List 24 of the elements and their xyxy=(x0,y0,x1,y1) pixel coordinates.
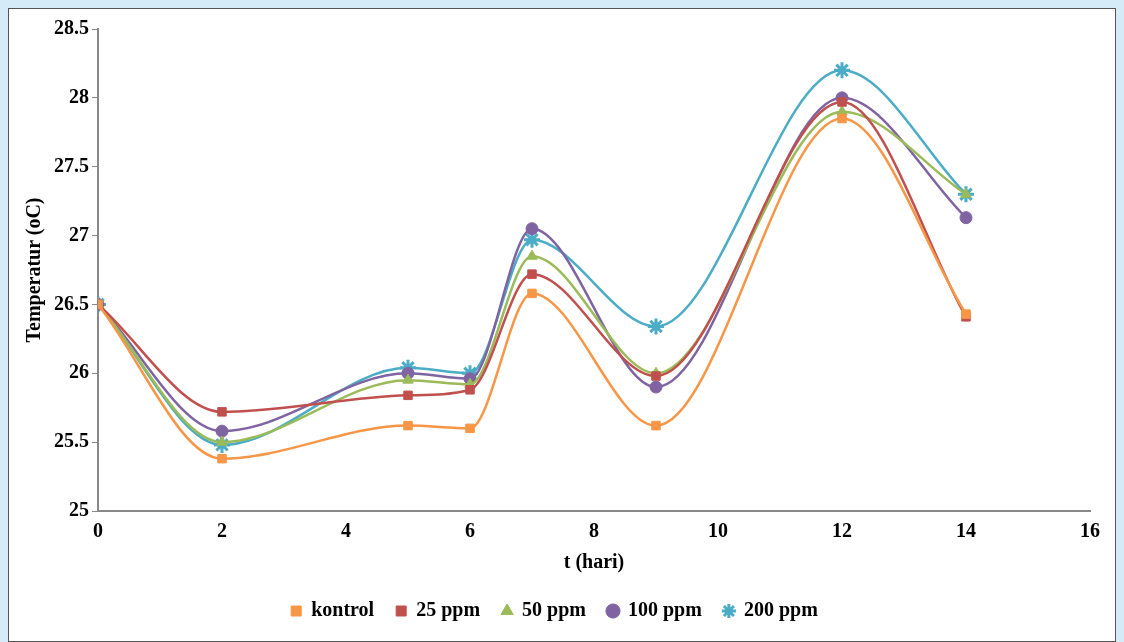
y-tick-label: 28.5 xyxy=(54,16,89,39)
legend-label: kontrol xyxy=(311,598,375,621)
x-tick-label: 0 xyxy=(93,519,103,542)
y-tick-label: 26.5 xyxy=(54,291,89,314)
x-tick-label: 12 xyxy=(832,519,852,542)
x-tick-label: 8 xyxy=(589,519,599,542)
x-tick-label: 16 xyxy=(1080,519,1100,542)
y-tick-label: 25.5 xyxy=(54,429,89,452)
x-tick-label: 14 xyxy=(956,519,976,542)
x-tick-label: 2 xyxy=(217,519,227,542)
y-tick-label: 26 xyxy=(69,360,89,383)
y-axis-title: Temperatur (oC) xyxy=(22,197,46,343)
y-tick-label: 28 xyxy=(69,85,89,108)
x-tick-label: 4 xyxy=(341,519,351,542)
legend-label: 25 ppm xyxy=(416,598,481,622)
y-tick-label: 27.5 xyxy=(54,153,89,176)
x-axis-title: t (hari) xyxy=(563,550,625,574)
legend-label: 100 ppm xyxy=(627,598,703,622)
y-tick-label: 27 xyxy=(69,222,89,245)
x-tick-label: 10 xyxy=(708,519,728,542)
legend-label: 200 ppm xyxy=(743,598,819,622)
x-tick-label: 6 xyxy=(465,519,475,542)
y-tick-label: 25 xyxy=(69,498,89,521)
legend-label: 50 ppm xyxy=(522,598,587,622)
